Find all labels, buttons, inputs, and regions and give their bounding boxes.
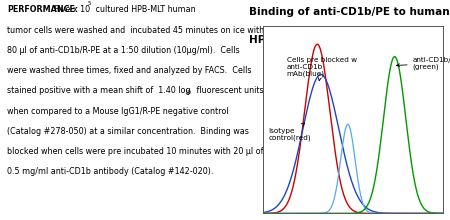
Text: HPB-MLT cells: HPB-MLT cells (249, 35, 331, 45)
Text: (Catalog #278-050) at a similar concentration.  Binding was: (Catalog #278-050) at a similar concentr… (7, 127, 249, 136)
Text: cultured HPB-MLT human: cultured HPB-MLT human (93, 6, 196, 15)
Text: Isotype
control(red): Isotype control(red) (269, 123, 311, 141)
Text: Binding of anti-CD1b/PE to human: Binding of anti-CD1b/PE to human (249, 7, 450, 16)
Text: were washed three times, fixed and analyzed by FACS.  Cells: were washed three times, fixed and analy… (7, 66, 252, 75)
Text: stained positive with a mean shift of  1.40 log: stained positive with a mean shift of 1.… (7, 86, 191, 95)
Text: PERFORMANCE:: PERFORMANCE: (7, 6, 78, 15)
Text: blocked when cells were pre incubated 10 minutes with 20 μl of: blocked when cells were pre incubated 10… (7, 147, 264, 156)
Text: 0.5 mg/ml anti-CD1b antibody (Catalog #142-020).: 0.5 mg/ml anti-CD1b antibody (Catalog #1… (7, 167, 214, 176)
Text: Five x 10: Five x 10 (52, 6, 90, 15)
Text: Cells pre blocked w
anti-CD1b
mAb(blue): Cells pre blocked w anti-CD1b mAb(blue) (287, 57, 357, 81)
Text: 80 μl of anti-CD1b/R-PE at a 1:50 dilution (10μg/ml).  Cells: 80 μl of anti-CD1b/R-PE at a 1:50 diluti… (7, 46, 240, 55)
Text: fluorescent units: fluorescent units (194, 86, 264, 95)
Text: 5: 5 (87, 1, 91, 6)
Text: anti-CD1b/PE
(green): anti-CD1b/PE (green) (396, 57, 450, 70)
Text: tumor cells were washed and  incubated 45 minutes on ice with: tumor cells were washed and incubated 45… (7, 26, 264, 35)
Text: when compared to a Mouse IgG1/R-PE negative control: when compared to a Mouse IgG1/R-PE negat… (7, 107, 229, 116)
Text: 10: 10 (184, 90, 191, 95)
